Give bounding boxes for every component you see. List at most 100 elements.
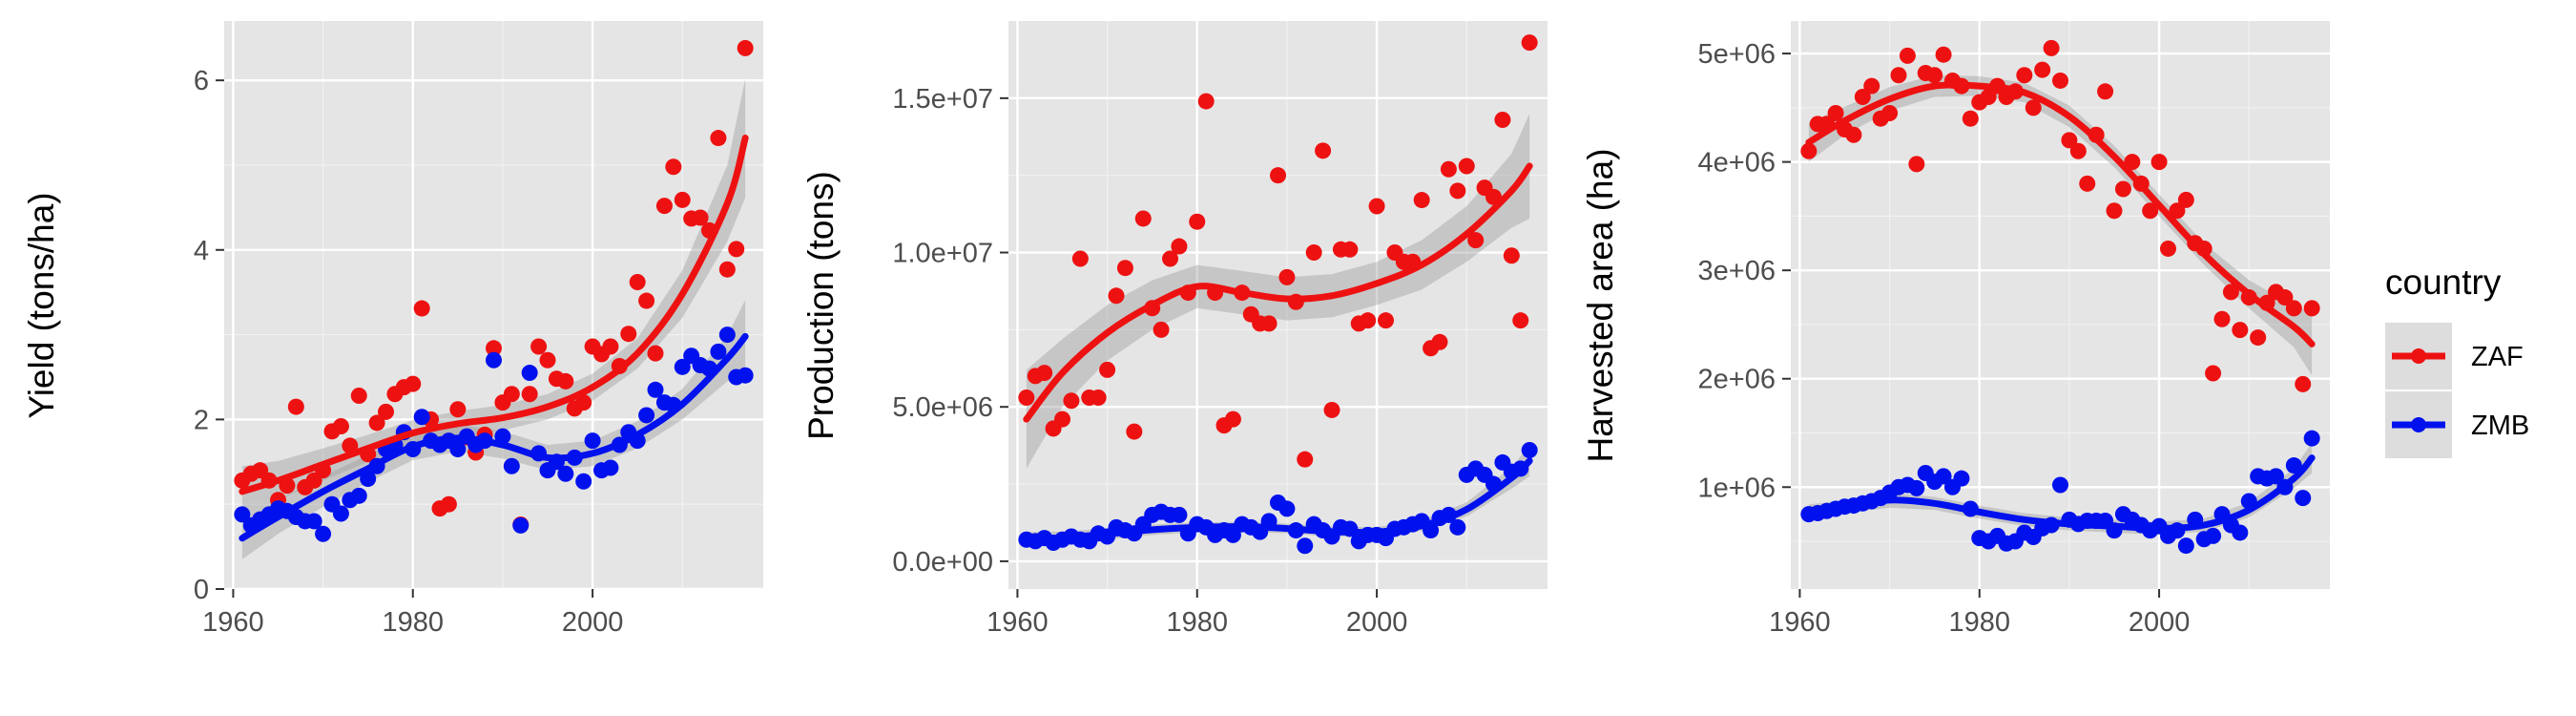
area-point-zaf — [2222, 284, 2239, 301]
area-point-zmb — [2295, 490, 2312, 507]
legend-dot-zaf — [2411, 348, 2426, 364]
production-point-zaf — [1197, 93, 1215, 110]
production-point-zaf — [1512, 312, 1529, 329]
yield-point-zaf — [629, 274, 646, 291]
production-point-zaf — [1099, 361, 1116, 378]
yield-point-zmb — [413, 409, 430, 426]
yield-point-zmb — [234, 506, 251, 523]
area-point-zaf — [2043, 39, 2060, 56]
area-point-zaf — [2025, 99, 2042, 116]
area-point-zaf — [1863, 77, 1880, 95]
yield-point-zaf — [521, 386, 538, 403]
area-point-zmb — [1935, 468, 1952, 485]
area-point-zaf — [2052, 72, 2068, 89]
area-point-zaf — [2142, 202, 2159, 220]
production-point-zmb — [1297, 537, 1314, 555]
yield-y-tick-label: 2 — [194, 405, 209, 435]
area-point-zmb — [2052, 476, 2068, 494]
production-point-zaf — [1305, 244, 1322, 262]
production-point-zaf — [1467, 232, 1485, 249]
area-point-zaf — [2303, 300, 2320, 317]
area-smooth — [1805, 81, 2316, 532]
area-grid — [1791, 21, 2330, 589]
yield-smooth-line-zaf — [239, 135, 749, 495]
production-smooth-line-zaf — [1023, 162, 1533, 423]
yield-point-zaf — [503, 386, 520, 403]
yield-point-zaf — [710, 130, 727, 147]
yield-point-zmb — [575, 473, 592, 490]
yield-point-zmb — [512, 516, 530, 534]
yield-point-zaf — [620, 326, 637, 343]
area-y-tick-label: 3e+06 — [1698, 256, 1776, 286]
area-point-zaf — [1908, 156, 1925, 173]
area-point-zaf — [2106, 202, 2123, 220]
production-grid — [1008, 21, 1548, 589]
production-point-zaf — [1189, 213, 1206, 230]
area-point-zaf — [2276, 289, 2294, 306]
yield-point-zaf — [405, 375, 422, 392]
yield-point-zaf — [530, 338, 548, 355]
area-point-zaf — [1962, 110, 1979, 127]
area-y-tick-label: 4e+06 — [1698, 148, 1776, 179]
area-point-zaf — [2169, 202, 2186, 220]
area-point-zaf — [1854, 88, 1871, 105]
area-point-zmb — [2285, 457, 2302, 474]
area-point-zaf — [1800, 142, 1818, 159]
area-point-zaf — [2079, 175, 2096, 192]
panel-production: 1960 1980 2000 0.0e+00 5.0e+06 1.0e+07 1.5e+07… — [801, 21, 1548, 638]
yield-smooth-line-zmb — [239, 332, 749, 542]
yield-x-tick-label: 1980 — [382, 607, 444, 638]
yield-point-zmb — [710, 343, 727, 360]
production-y-tick-label: 0.0e+00 — [892, 547, 993, 578]
area-smooth-line-zmb — [1805, 454, 2316, 532]
production-point-zmb — [1449, 518, 1466, 536]
yield-point-zaf — [486, 340, 502, 357]
area-point-zmb — [2303, 430, 2320, 447]
yield-point-zaf — [728, 241, 745, 258]
yield-point-zaf — [692, 209, 709, 226]
production-point-zaf — [1071, 250, 1089, 267]
panel-production-background — [1008, 21, 1548, 589]
area-point-zmb — [1908, 479, 1925, 496]
area-point-zaf — [2177, 191, 2194, 208]
yield-point-zmb — [737, 367, 754, 384]
yield-smooth — [239, 135, 749, 542]
area-point-zaf — [2295, 375, 2312, 392]
production-point-zaf — [1378, 312, 1394, 329]
production-point-zaf — [1521, 34, 1538, 52]
yield-point-zmb — [584, 432, 601, 450]
area-point-zmb — [2205, 527, 2222, 544]
production-point-zaf — [1162, 250, 1178, 267]
area-point-zaf — [1980, 88, 1997, 105]
area-point-zmb — [1953, 470, 1970, 487]
area-point-zaf — [2114, 180, 2131, 198]
production-point-zaf — [1431, 333, 1448, 350]
yield-point-zaf — [737, 39, 754, 56]
production-smooth — [1023, 162, 1533, 543]
yield-point-zaf — [638, 292, 655, 309]
yield-point-zaf — [287, 398, 304, 415]
legend-label-zmb: ZMB — [2471, 411, 2529, 441]
yield-point-zmb — [350, 487, 367, 504]
area-point-zaf — [2034, 61, 2051, 78]
production-y-tick-label: 1.5e+07 — [892, 84, 993, 115]
yield-x-tick-label: 2000 — [562, 607, 624, 638]
area-point-zaf — [2250, 329, 2267, 347]
yield-point-zmb — [494, 428, 511, 445]
production-point-zaf — [1036, 365, 1053, 382]
legend-item-zaf: ZAF — [2385, 323, 2524, 390]
area-point-zaf — [2285, 300, 2302, 317]
yield-points-zaf — [234, 39, 754, 534]
area-point-zaf — [2061, 132, 2078, 149]
area-point-zaf — [2205, 365, 2222, 382]
area-point-zaf — [1899, 47, 1916, 64]
yield-point-zmb — [557, 465, 574, 482]
area-point-zaf — [1881, 105, 1899, 122]
area-smooth-line-zaf — [1805, 81, 2316, 347]
yield-point-zaf — [655, 198, 673, 215]
yield-point-zaf — [413, 300, 430, 317]
production-point-zaf — [1315, 142, 1332, 159]
yield-point-zmb — [360, 471, 377, 488]
area-point-zmb — [2268, 468, 2284, 485]
